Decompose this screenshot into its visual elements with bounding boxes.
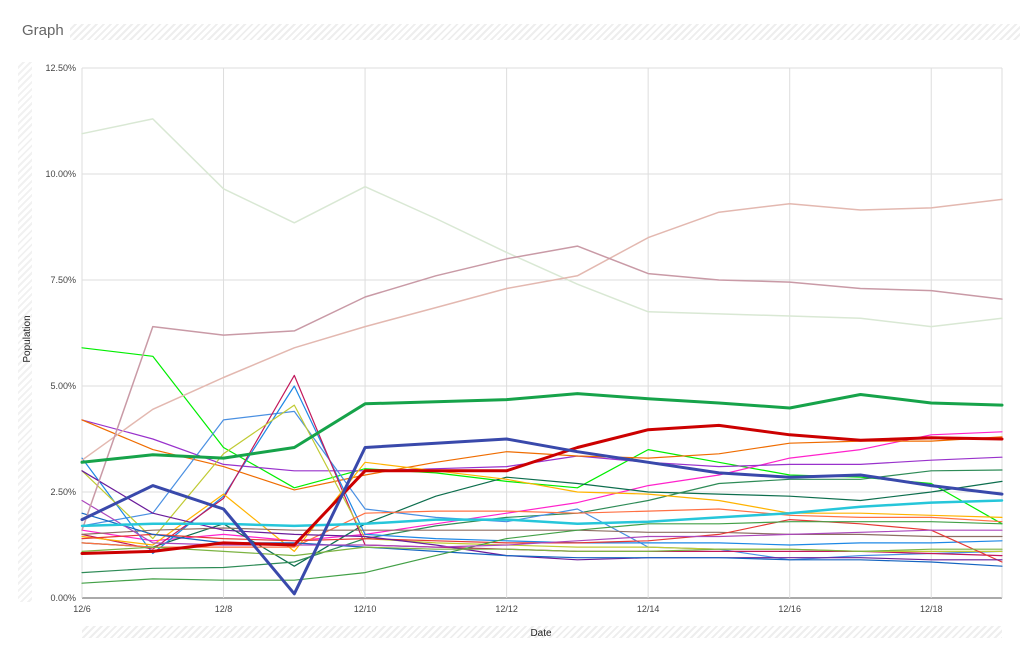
- series-layer: [80, 118, 1004, 596]
- series-line-26: [81, 546, 1003, 557]
- series-line-24: [81, 521, 1003, 584]
- x-tick-label: 12/14: [637, 604, 660, 614]
- grid-lines: [81, 67, 1003, 599]
- series-line-4: [81, 347, 1003, 525]
- y-tick-label: 12.50%: [45, 63, 76, 73]
- x-axis-label: Date: [530, 628, 552, 639]
- x-tick-label: 12/6: [73, 604, 91, 614]
- series-line-25: [81, 499, 1003, 548]
- y-tick-label: 10.00%: [45, 169, 76, 179]
- series-line-2: [81, 198, 1003, 461]
- x-tick-label: 12/8: [215, 604, 233, 614]
- y-axis-label: Population: [22, 315, 33, 362]
- x-tick-label: 12/12: [495, 604, 518, 614]
- series-line-10: [81, 419, 1003, 491]
- y-axis-placeholder-bar: [18, 62, 32, 602]
- series-line-20: [81, 527, 1003, 538]
- series-line-6: [80, 423, 1004, 555]
- series-line-9: [81, 419, 1003, 472]
- series-line-5: [80, 392, 1004, 464]
- series-line-8: [81, 431, 1003, 542]
- x-tick-label: 12/10: [354, 604, 377, 614]
- series-line-7: [80, 437, 1004, 596]
- title-placeholder-bar: [70, 24, 1020, 40]
- y-tick-label: 7.50%: [50, 275, 76, 285]
- series-line-17: [81, 461, 1003, 553]
- y-tick-label: 2.50%: [50, 487, 76, 497]
- series-line-19: [81, 508, 1003, 548]
- axis-ticks: 0.00% 2.50% 5.00% 7.50% 10.00% 12.50% 12/6 12/8…: [45, 63, 942, 614]
- y-tick-label: 0.00%: [50, 593, 76, 603]
- x-axis-placeholder-bar: [82, 626, 1002, 638]
- chart-title: Graph: [22, 22, 64, 39]
- series-line-13: [81, 410, 1003, 561]
- x-tick-label: 12/18: [920, 604, 943, 614]
- series-line-3: [81, 245, 1003, 531]
- series-line-22: [81, 470, 1003, 561]
- y-tick-label: 5.00%: [50, 381, 76, 391]
- x-tick-label: 12/16: [778, 604, 801, 614]
- chart-header: Graph: [0, 18, 1024, 48]
- series-line-1: [81, 118, 1003, 328]
